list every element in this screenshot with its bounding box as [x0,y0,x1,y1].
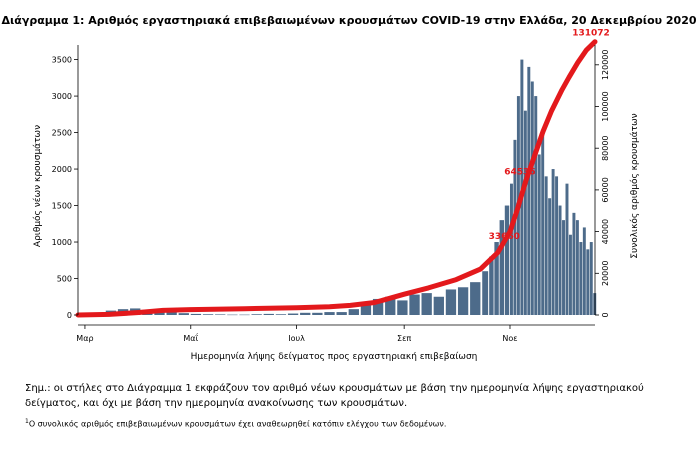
case-bar [534,96,538,315]
case-bar [544,176,548,315]
case-bar [541,132,545,315]
case-bar [551,169,555,315]
y-tick-label: 500 [57,275,72,284]
y2-tick-label: 120000 [601,50,610,81]
footnote-text: Σημ.: οι στήλες στο Διάγραμμα 1 εκφράζου… [25,383,644,409]
case-bar [372,298,384,315]
case-bar [537,154,541,315]
y2-tick-label: 20000 [601,261,610,286]
case-bar [457,287,469,315]
case-bar [579,242,583,315]
y2-tick-label: 40000 [601,219,610,244]
case-bar [494,242,499,315]
case-bar [555,176,559,315]
footnote-revision: 1Ο συνολικός αριθμός επιβεβαιωμένων κρου… [25,414,446,432]
x-tick-label: Μαΐ [183,332,198,343]
case-bar [509,183,513,315]
case-bar [239,314,250,316]
case-bar [572,212,576,315]
case-bar [433,296,444,315]
y2-axis-label: Συνολικός αριθμός κρουσμάτων [629,113,640,258]
y-tick-label: 1500 [52,202,72,211]
case-bar [409,294,420,315]
y2-tick-label: 60000 [601,177,610,202]
x-tick-label: Μαρ [76,334,93,343]
case-bar [348,309,359,315]
case-bar [300,312,311,315]
case-bar [558,205,562,315]
footnote-note: Σημ.: οι στήλες στο Διάγραμμα 1 εκφράζου… [25,381,685,411]
y-tick-label: 2500 [52,129,72,138]
covid-cases-chart: 0 500 1000 1500 2000 2500 3000 3500 0 20000 40000 6… [32,29,640,362]
case-bar [251,314,262,315]
case-bar [565,183,569,315]
y2-tick-label: 100000 [601,91,610,122]
case-bar [202,314,214,315]
cumulative-annotation: 64536 [504,167,535,177]
case-bar [287,313,299,315]
case-bar [527,66,531,315]
case-bar [562,220,565,315]
case-bar [190,313,202,315]
y-tick-label: 1000 [52,238,72,247]
case-bar [470,282,481,315]
y-axis-label: Αριθμός νέων κρουσμάτων [32,125,43,247]
case-bar [568,234,572,315]
case-bar [324,312,335,315]
case-bar [360,304,372,315]
y-tick-label: 3000 [52,92,72,101]
case-bar [482,271,489,315]
cumulative-annotation: 131072 [572,29,610,39]
y-tick-label: 0 [67,311,72,320]
case-bar [178,313,189,315]
case-bar [263,313,274,315]
y2-tick-label: 0 [601,312,610,317]
case-bar [586,249,590,315]
x-tick-label: Σεπ [397,334,411,343]
case-bar [397,300,408,315]
case-bar [582,227,586,315]
y2-tick-label: 80000 [601,135,610,160]
case-bar [275,314,287,315]
case-bar [166,312,177,315]
case-bar [589,242,593,315]
case-bar [548,198,552,315]
cumulative-annotation: 33660 [489,232,520,242]
cumulative-cases-line [75,39,598,318]
case-bar [445,289,457,315]
case-bar [336,312,347,315]
case-bar [575,220,579,315]
case-bar [523,110,527,315]
case-bar [421,293,432,315]
case-bar [312,312,323,315]
case-bar [499,220,505,315]
footnote-mark: 1 [25,418,29,425]
case-bar [513,139,517,315]
case-bar [385,296,396,315]
x-tick-label: Ιουλ [288,334,305,343]
footnote-revision-text: Ο συνολικός αριθμός επιβεβαιωμένων κρουσ… [28,419,447,429]
case-bar [530,81,534,316]
case-bar [227,314,238,316]
y-tick-label: 2000 [52,165,72,174]
case-bar [504,205,510,315]
case-bar [215,314,226,315]
chart-title: Διάγραμμα 1: Αριθμός εργαστηριακά επιβεβ… [1,14,697,27]
case-bar [489,256,494,315]
x-axis-label: Ημερομηνία λήψης δείγματος προς εργαστηρ… [191,352,478,362]
x-tick-label: Νοε [502,334,517,343]
y-tick-label: 3500 [52,56,72,65]
